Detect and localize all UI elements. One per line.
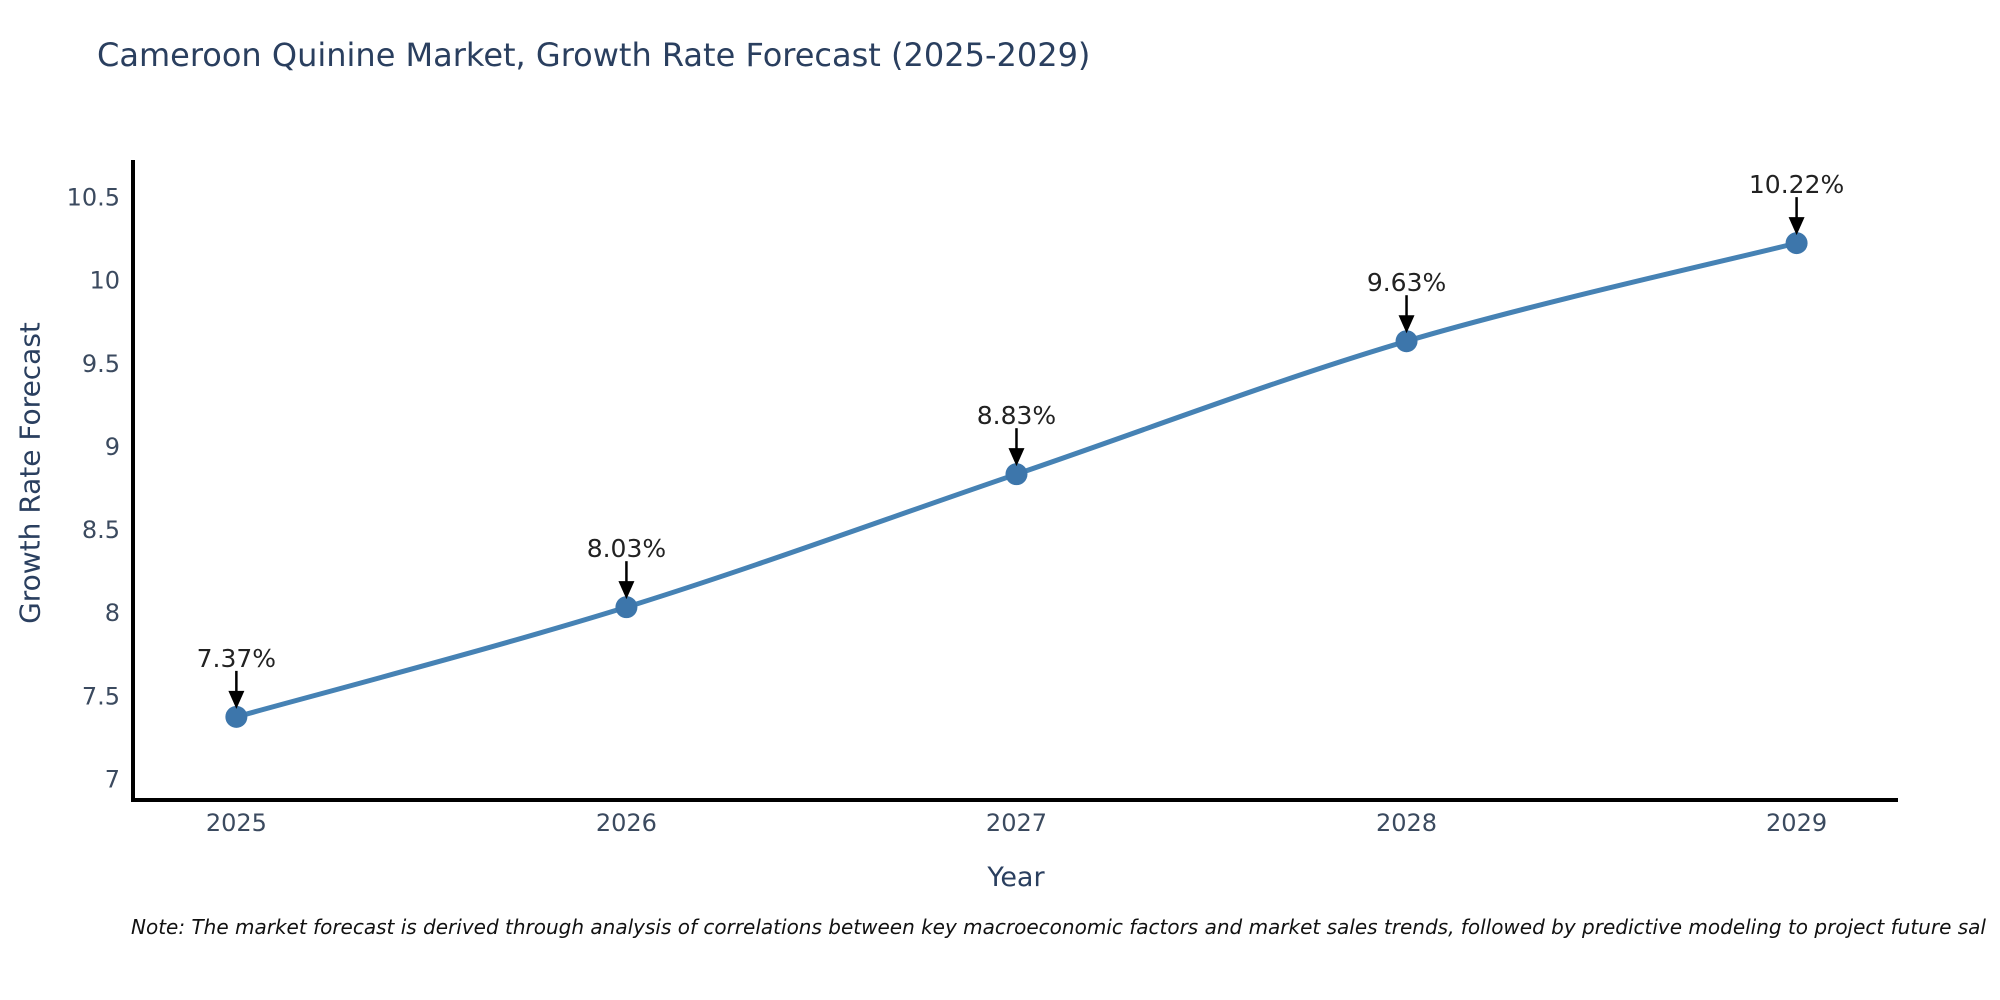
data-point-label: 7.37%: [197, 644, 276, 673]
data-point-marker: [615, 596, 638, 619]
annotation-arrow-head: [1398, 315, 1415, 334]
y-tick-label: 7: [105, 765, 120, 793]
data-point-label: 10.22%: [1749, 170, 1844, 199]
x-tick-label: 2027: [986, 809, 1047, 837]
annotation-arrow-head: [618, 581, 635, 600]
annotation-arrow-head: [1008, 448, 1025, 467]
data-point-label: 9.63%: [1367, 268, 1446, 297]
y-tick-label: 9: [105, 433, 120, 461]
y-tick-label: 10.5: [67, 184, 120, 212]
data-point-marker: [1005, 463, 1028, 486]
annotation-arrow-head: [1788, 217, 1805, 236]
data-point-marker: [1395, 330, 1418, 353]
data-point-marker: [225, 705, 248, 728]
y-tick-label: 8.5: [82, 516, 120, 544]
chart-title: Cameroon Quinine Market, Growth Rate For…: [97, 36, 1091, 74]
x-tick-label: 2026: [596, 809, 657, 837]
footnote-text: Note: The market forecast is derived thr…: [131, 915, 1986, 939]
y-tick-label: 9.5: [82, 350, 120, 378]
x-axis-title: Year: [987, 862, 1045, 893]
y-tick-label: 10: [89, 267, 120, 295]
y-tick-label: 8: [105, 599, 120, 627]
data-point-label: 8.03%: [587, 534, 666, 563]
x-tick-label: 2025: [206, 809, 267, 837]
data-point-marker: [1785, 232, 1808, 255]
data-point-label: 8.83%: [977, 401, 1056, 430]
annotation-arrow-head: [228, 690, 245, 709]
y-tick-label: 7.5: [82, 682, 120, 710]
x-tick-label: 2029: [1766, 809, 1827, 837]
x-tick-label: 2028: [1376, 809, 1437, 837]
